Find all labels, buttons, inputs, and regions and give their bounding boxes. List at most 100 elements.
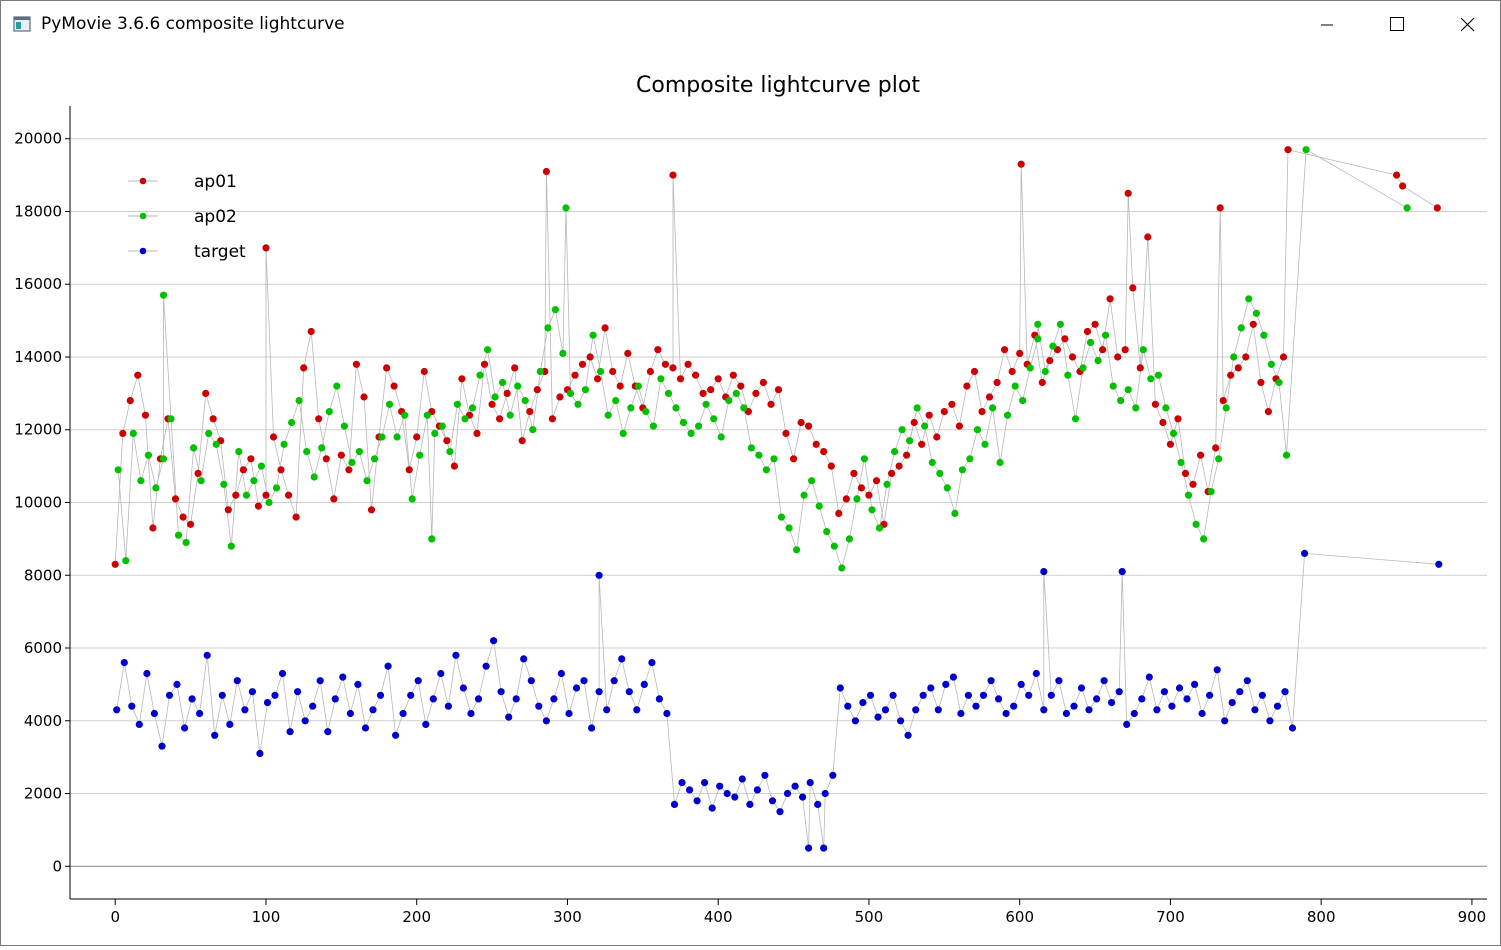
data-point-ap02 xyxy=(499,378,507,387)
data-point-target xyxy=(474,695,483,703)
data-point-ap02 xyxy=(393,433,401,441)
data-point-target xyxy=(248,688,256,696)
close-button[interactable] xyxy=(1433,1,1501,49)
data-point-ap02 xyxy=(521,397,529,405)
lightcurve-chart[interactable]: Composite lightcurve plot 02000400060008… xyxy=(1,49,1500,945)
data-point-target xyxy=(806,778,814,787)
data-point-target xyxy=(919,691,927,699)
data-point-ap02 xyxy=(242,491,250,499)
title-bar[interactable]: PyMovie 3.6.6 composite lightcurve xyxy=(1,1,1500,49)
data-point-ap02 xyxy=(355,448,364,456)
data-point-ap01 xyxy=(262,244,270,252)
data-point-ap01 xyxy=(714,375,722,383)
data-point-target xyxy=(1175,684,1184,692)
data-point-ap02 xyxy=(152,484,160,492)
data-point-target xyxy=(1221,717,1229,725)
y-tick-label: 12000 xyxy=(14,421,62,439)
data-point-target xyxy=(1251,706,1259,714)
data-point-ap01 xyxy=(1083,327,1092,336)
data-point-target xyxy=(633,706,641,714)
data-point-target xyxy=(399,709,407,718)
data-point-ap01 xyxy=(1159,418,1167,427)
x-tick-label: 600 xyxy=(1005,908,1034,926)
data-point-ap02 xyxy=(182,538,190,547)
data-point-ap02 xyxy=(205,429,213,438)
data-point-target xyxy=(648,658,656,667)
data-point-ap01 xyxy=(1124,189,1132,197)
maximize-button[interactable] xyxy=(1363,1,1431,49)
data-point-target xyxy=(1118,567,1126,576)
data-point-ap01 xyxy=(232,491,240,499)
data-point-ap01 xyxy=(737,382,745,390)
data-point-target xyxy=(482,662,490,670)
minimize-button[interactable] xyxy=(1293,1,1361,49)
legend-label-ap02: ap02 xyxy=(194,207,237,227)
data-point-target xyxy=(603,706,611,714)
data-point-ap01 xyxy=(1264,408,1272,416)
data-point-target xyxy=(452,651,460,659)
data-point-ap02 xyxy=(1071,415,1080,423)
data-point-target xyxy=(723,789,731,798)
data-point-ap02 xyxy=(1003,411,1012,419)
data-point-target xyxy=(957,709,965,718)
data-point-ap01 xyxy=(1227,371,1235,379)
data-point-ap01 xyxy=(571,371,579,379)
data-point-ap01 xyxy=(352,360,361,368)
data-point-ap02 xyxy=(792,546,801,554)
data-point-ap02 xyxy=(679,418,688,427)
data-point-target xyxy=(896,717,905,725)
data-point-ap01 xyxy=(910,418,918,427)
data-point-ap01 xyxy=(978,408,986,416)
data-point-ap01 xyxy=(194,469,202,478)
data-point-ap01 xyxy=(1249,320,1257,328)
data-point-ap02 xyxy=(265,498,273,507)
data-point-target xyxy=(572,684,581,692)
data-point-target xyxy=(1190,680,1199,689)
data-point-ap02 xyxy=(1101,331,1110,339)
data-point-target xyxy=(889,691,897,699)
data-point-ap01 xyxy=(526,408,534,416)
data-point-ap01 xyxy=(1017,160,1025,168)
y-tick-label: 18000 xyxy=(14,202,62,220)
data-point-ap01 xyxy=(676,375,685,383)
data-point-ap02 xyxy=(340,422,349,430)
data-point-ap02 xyxy=(823,528,831,536)
series-line-ap01 xyxy=(114,149,1438,565)
data-point-target xyxy=(512,695,520,703)
data-point-ap02 xyxy=(551,306,560,314)
data-point-target xyxy=(1017,680,1025,689)
data-point-target xyxy=(708,804,716,812)
data-point-ap02 xyxy=(514,382,522,390)
data-point-ap02 xyxy=(702,400,710,408)
data-point-ap02 xyxy=(1094,357,1102,365)
data-point-target xyxy=(580,677,588,685)
data-point-ap02 xyxy=(318,444,326,452)
data-point-ap02 xyxy=(717,433,725,441)
data-point-ap02 xyxy=(845,535,854,543)
data-point-target xyxy=(565,709,573,718)
data-point-ap01 xyxy=(1196,451,1205,459)
data-point-target xyxy=(979,691,988,699)
data-point-target xyxy=(738,775,746,783)
data-point-ap02 xyxy=(1147,375,1155,383)
data-point-ap02 xyxy=(1056,320,1064,328)
data-point-ap01 xyxy=(390,382,398,390)
plot-widget[interactable]: Composite lightcurve plot 0 2000 4000 6000 8… xyxy=(1,49,1500,945)
data-point-ap01 xyxy=(360,393,368,401)
data-point-target xyxy=(392,731,400,739)
data-point-target xyxy=(693,797,701,805)
data-point-ap01 xyxy=(134,371,142,379)
data-point-ap02 xyxy=(363,477,371,485)
data-point-target xyxy=(135,720,143,729)
data-point-ap01 xyxy=(315,415,323,423)
data-point-ap02 xyxy=(627,404,635,412)
data-point-target xyxy=(587,724,596,732)
data-point-ap02 xyxy=(491,393,499,401)
data-point-ap02 xyxy=(310,473,318,481)
data-point-ap02 xyxy=(1282,451,1291,459)
data-point-ap02 xyxy=(800,491,808,499)
data-point-target xyxy=(407,691,415,699)
data-point-target xyxy=(912,706,920,714)
data-point-ap02 xyxy=(672,404,680,412)
data-point-ap01 xyxy=(925,411,933,419)
